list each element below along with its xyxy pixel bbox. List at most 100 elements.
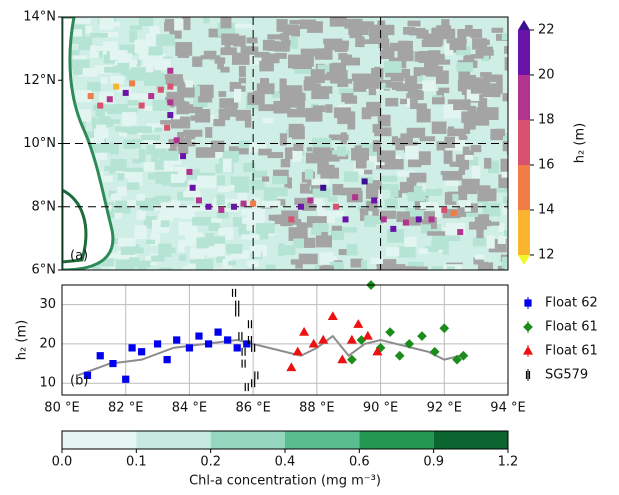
map-texture <box>506 150 508 155</box>
data-point <box>185 344 194 352</box>
land <box>62 188 88 264</box>
map-texture <box>376 150 396 163</box>
map-texture <box>195 147 216 158</box>
map-texture <box>266 40 280 46</box>
map-texture <box>376 261 387 267</box>
map-texture <box>283 39 291 45</box>
x-tick-label: 86 °E <box>235 401 270 416</box>
map-texture <box>351 147 370 161</box>
colorbar-segment <box>518 120 530 165</box>
track-point <box>240 200 247 207</box>
map-texture <box>131 93 151 100</box>
map-texture <box>246 208 265 222</box>
map-texture <box>134 225 147 240</box>
map-texture <box>224 108 238 117</box>
map-texture <box>241 208 250 216</box>
map-texture <box>363 169 373 175</box>
map-texture <box>73 18 91 24</box>
map-texture <box>163 212 174 222</box>
map-texture <box>416 108 431 123</box>
map-texture <box>262 117 274 124</box>
map-texture <box>198 96 213 103</box>
map-texture <box>177 241 185 253</box>
track-point <box>218 206 225 213</box>
map-texture <box>294 69 312 74</box>
map-texture <box>225 227 234 240</box>
map-texture <box>91 267 101 270</box>
map-texture <box>370 257 385 264</box>
colorbar-tick-label: 16 <box>538 158 555 173</box>
map-texture <box>277 269 296 270</box>
map-texture <box>299 183 310 194</box>
map-texture <box>312 105 326 113</box>
map-texture <box>435 70 449 84</box>
map-texture <box>448 126 455 133</box>
map-texture <box>177 53 190 58</box>
map-texture <box>349 32 363 39</box>
map-texture <box>449 161 460 167</box>
map-texture <box>387 229 405 243</box>
map-texture <box>397 170 416 177</box>
track-point <box>195 197 202 204</box>
map-texture <box>138 17 154 27</box>
x-tick-label: 90 °E <box>363 401 398 416</box>
colorbar-segment <box>518 30 530 75</box>
map-texture <box>216 212 229 219</box>
data-point <box>404 339 415 349</box>
map-texture <box>97 257 115 267</box>
map-texture <box>177 142 189 154</box>
map-texture <box>333 107 352 119</box>
map-texture <box>219 98 239 109</box>
track-point <box>167 99 174 106</box>
map-texture <box>300 48 319 57</box>
map-texture <box>87 81 101 92</box>
map-texture <box>490 83 499 92</box>
track-point <box>457 229 464 236</box>
map-texture <box>183 129 203 137</box>
map-texture <box>478 98 488 109</box>
map-texture <box>146 123 162 130</box>
map-texture <box>427 231 446 236</box>
map-texture <box>293 143 304 151</box>
map-texture <box>117 237 136 247</box>
map-texture <box>385 97 399 107</box>
map-texture <box>273 42 290 52</box>
map-texture <box>438 53 445 61</box>
map-texture <box>134 39 149 54</box>
map-texture <box>430 217 437 229</box>
map-texture <box>385 81 403 88</box>
map-texture <box>200 246 221 255</box>
map-texture <box>444 136 455 149</box>
map-texture <box>406 127 426 138</box>
map-texture <box>164 21 174 32</box>
map-texture <box>146 143 157 155</box>
map-texture <box>311 178 330 186</box>
colorbar-segment <box>285 431 360 449</box>
map-texture <box>120 246 136 255</box>
legend-label: Float 61 <box>545 320 598 335</box>
map-texture <box>470 145 482 153</box>
map-texture <box>340 57 361 66</box>
colorbar-segment <box>518 210 530 255</box>
map-texture <box>273 169 289 178</box>
map-texture <box>340 132 347 145</box>
map-texture <box>440 28 456 40</box>
track-point <box>307 197 314 204</box>
map-texture <box>178 254 187 261</box>
map-texture <box>476 227 484 239</box>
data-point <box>247 320 253 329</box>
data-point <box>238 332 243 341</box>
map-texture <box>107 104 123 114</box>
map-texture <box>233 217 251 227</box>
map-texture <box>170 116 191 129</box>
track-point <box>320 184 327 191</box>
map-texture <box>331 225 342 231</box>
map-texture <box>501 170 508 178</box>
map-texture <box>329 261 344 270</box>
map-texture <box>466 89 480 102</box>
map-texture <box>260 78 270 86</box>
colorbar-tick-label: 0.6 <box>349 455 370 470</box>
map-texture <box>178 83 188 93</box>
map-texture <box>383 61 402 73</box>
map-texture <box>258 148 272 156</box>
